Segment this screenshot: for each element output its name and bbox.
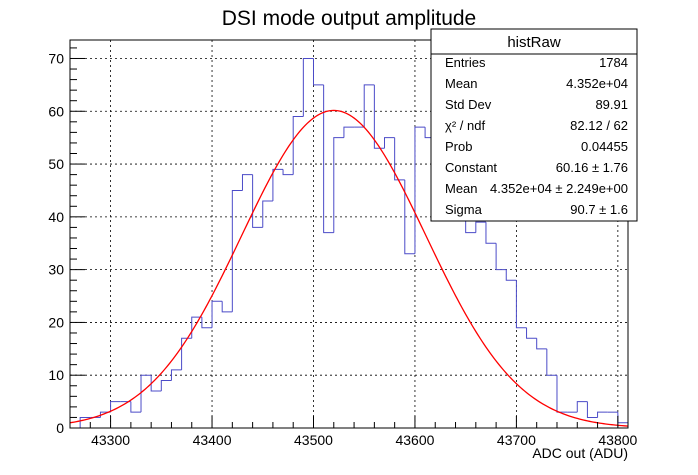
y-tick-label: 50 [48,156,64,172]
stats-row-value: 82.12 / 62 [570,118,628,133]
histogram-bin [485,222,497,244]
y-axis: 0 10 20 30 40 50 60 70 [48,47,85,436]
gaussian-fit [69,109,629,427]
y-tick-label: 60 [48,103,64,119]
stats-row-label: Mean [445,181,478,196]
stats-row-label: χ² / ndf [445,118,485,133]
x-tick-label: 43800 [598,432,637,448]
histogram-bin [384,137,395,149]
histogram-bin [515,280,527,329]
histogram-bin [191,316,202,339]
stats-row-label: Std Dev [445,97,492,112]
y-tick-label: 30 [48,262,64,278]
y-tick-label: 40 [48,209,64,225]
fit-curve [69,109,629,427]
histogram-bin [140,374,152,413]
histogram-bin [170,369,182,381]
histogram-bin [262,200,273,228]
stats-row-label: Mean [445,76,478,91]
histogram-bin [292,116,304,175]
x-axis: 43300 43400 43500 43600 43700 43800 [69,416,638,448]
histogram-bin [576,401,588,413]
histogram-bin [211,300,223,328]
histogram-bin [546,348,557,376]
histogram-bin [272,168,284,202]
histogram-bin [231,189,243,312]
stats-row-label: Sigma [445,202,483,217]
y-tick-label: 0 [56,420,64,436]
stats-rows: Entries 1784 Mean 4.352e+04 Std Dev 89.91 χ² /… [445,55,628,217]
histogram-bin [495,243,507,271]
stats-row-value: 89.91 [595,97,628,112]
x-tick-label: 43600 [395,432,434,448]
histogram-bin [312,58,324,86]
histogram-bin [79,416,91,428]
x-tick-label: 43500 [294,432,333,448]
histogram-bin [475,221,486,233]
stats-box-frame [430,28,638,222]
histogram-bin [556,375,568,413]
stats-row-value: 60.16 ± 1.76 [556,160,628,175]
stats-row-label: Constant [445,160,497,175]
stats-row-value: 4.352e+04 ± 2.249e+00 [490,181,628,196]
stats-row-value: 4.352e+04 [566,76,628,91]
histogram-bin [221,301,233,313]
stats-row-value: 90.7 ± 1.6 [570,202,628,217]
x-tick-label: 43300 [91,432,130,448]
stats-box: histRaw Entries 1784 Mean 4.352e+04 Std Dev 8… [430,28,638,222]
histogram-bin [150,375,162,392]
histogram-bin [536,338,547,350]
histogram-bin [586,401,598,418]
histogram-bin [302,57,314,117]
histogram-bin [201,317,213,329]
y-tick-label: 20 [48,314,64,330]
y-tick-label: 10 [48,367,64,383]
histogram-bin [617,412,628,424]
histogram-bin [241,174,253,191]
histogram-bin [181,337,192,370]
histogram-bin [394,137,405,181]
stats-row-value: 0.04455 [581,139,628,154]
y-tick-label: 70 [48,50,64,66]
stats-row-label: Entries [445,55,486,70]
histogram-bin [414,126,426,254]
histogram-bin [282,169,294,176]
histogram-bin [597,411,608,418]
stats-title: histRaw [507,34,561,51]
histogram-bin [252,174,263,228]
x-tick-label: 43700 [497,432,536,448]
histogram-bin [333,137,344,233]
stats-row-label: Prob [445,139,472,154]
histogram-bin [343,126,355,138]
histogram-bin [110,401,121,413]
histogram-bin [526,327,537,339]
plot-frame [69,39,629,429]
stats-row-value: 1784 [599,55,628,70]
histogram-bin [363,84,375,128]
x-axis-label: ADC out (ADU) [532,445,628,461]
x-tick-label: 43400 [193,432,232,448]
histogram-bin [323,84,334,234]
histogram-bin [404,179,415,255]
histogram-bin [373,84,385,149]
histogram-bin [160,379,172,392]
histogram-bin [130,401,142,413]
chart-title: DSI mode output amplitude [222,7,476,30]
histogram-bin [505,269,517,281]
